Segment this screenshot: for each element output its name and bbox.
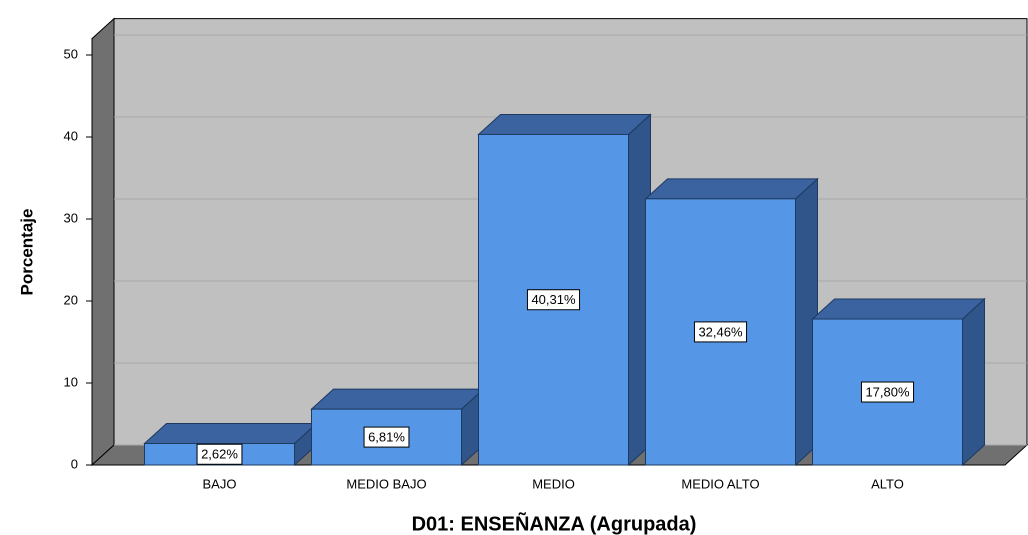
x-tick-label: BAJO xyxy=(203,476,237,491)
bar-top xyxy=(310,388,485,410)
bar-top xyxy=(143,423,318,445)
value-label-box xyxy=(860,381,915,403)
x-tick-label: ALTO xyxy=(871,476,904,491)
value-label: 6,81% xyxy=(368,430,405,445)
bar-side xyxy=(962,297,985,467)
value-label: 40,31% xyxy=(531,292,576,307)
value-label-box xyxy=(196,443,243,465)
x-tick-label: MEDIO xyxy=(532,476,575,491)
bar-top xyxy=(811,298,986,320)
x-tick-label: MEDIO BAJO xyxy=(346,476,426,491)
y-tick-label: 0 xyxy=(71,456,78,471)
side-wall xyxy=(91,17,115,467)
y-tick-label: 50 xyxy=(64,46,78,61)
y-tick-label: 30 xyxy=(64,210,78,225)
value-label: 2,62% xyxy=(201,447,238,462)
y-axis-label: Porcentaje xyxy=(17,209,36,296)
x-axis-label: D01: ENSEÑANZA (Agrupada) xyxy=(412,512,697,535)
y-tick-label: 20 xyxy=(64,292,78,307)
y-tick-label: 10 xyxy=(64,374,78,389)
x-tick-label: MEDIO ALTO xyxy=(681,476,759,491)
value-label: 17,80% xyxy=(865,384,910,399)
value-label-box xyxy=(693,321,748,343)
y-tick-label: 40 xyxy=(64,128,78,143)
value-label-box xyxy=(526,289,581,311)
bar-top xyxy=(644,178,819,200)
bar-top xyxy=(477,113,652,135)
value-label: 32,46% xyxy=(698,324,743,339)
value-label-box xyxy=(363,426,410,448)
